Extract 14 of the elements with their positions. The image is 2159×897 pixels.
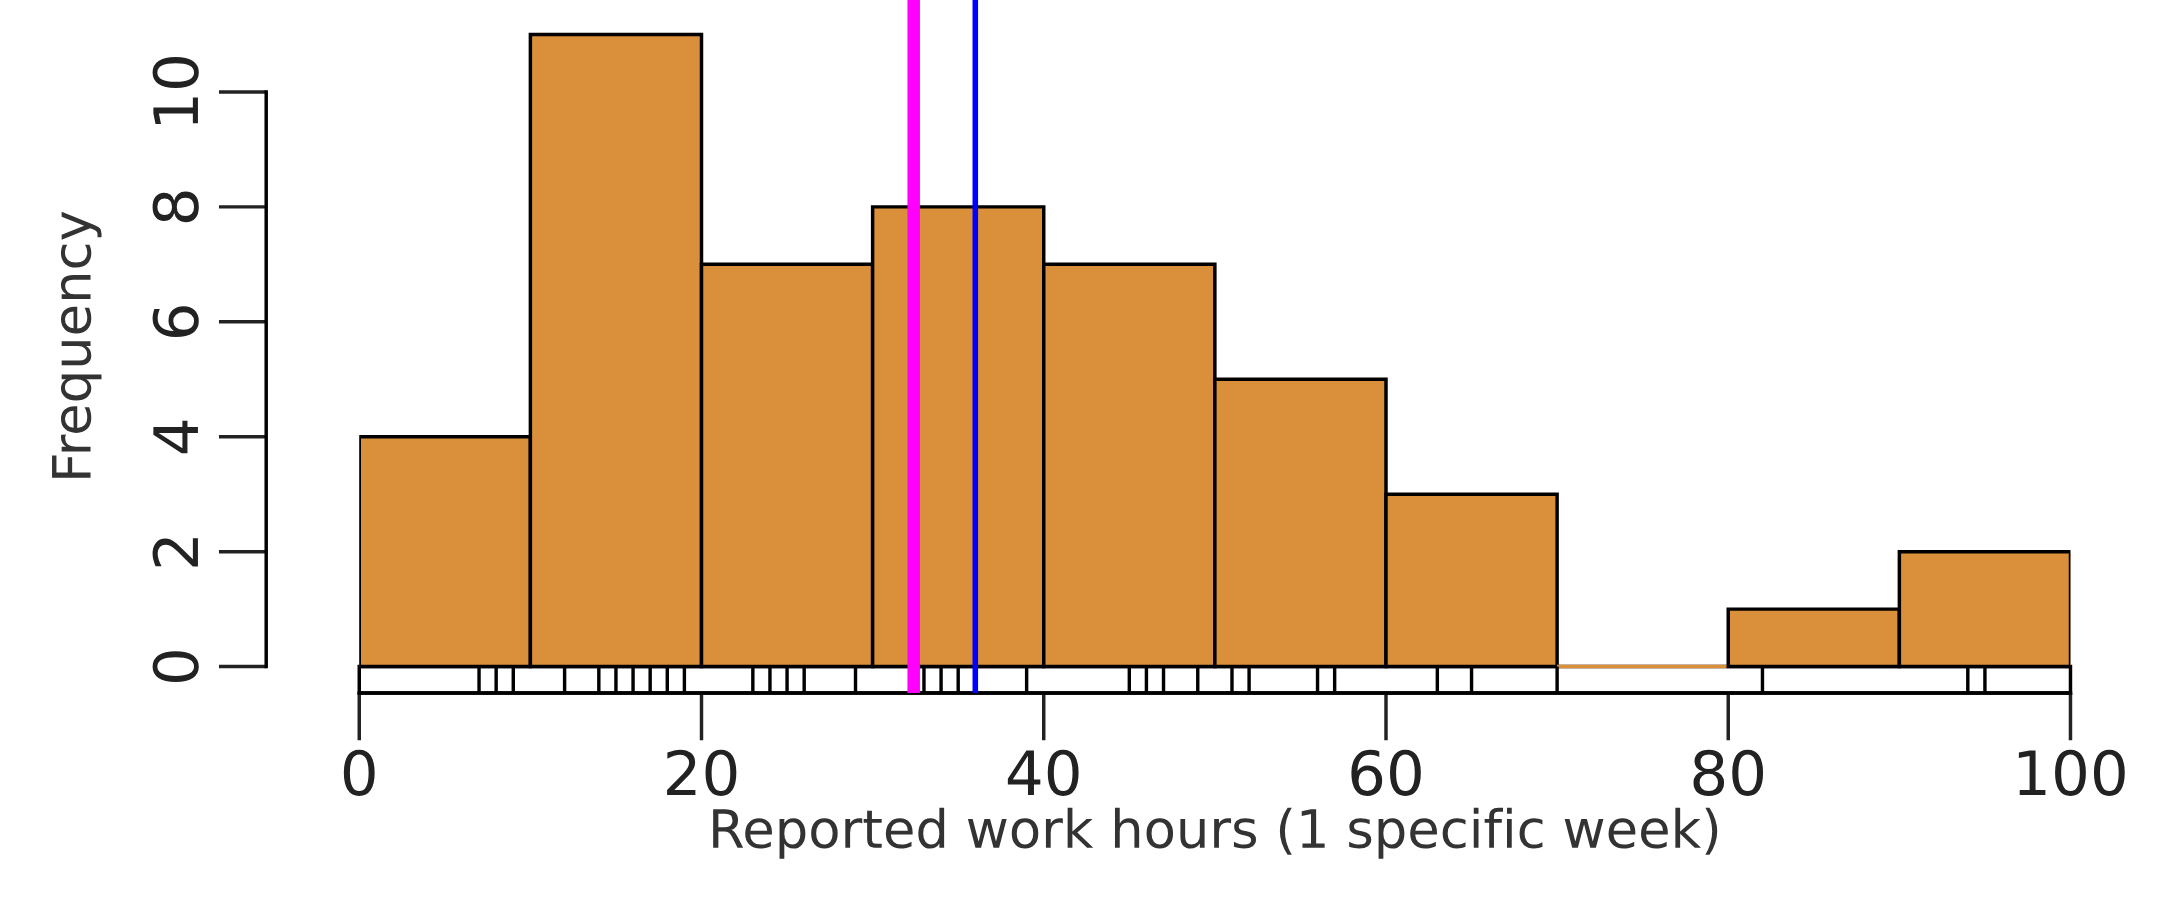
y-tick-label: 2 <box>152 538 198 567</box>
y-tick-label: 6 <box>152 306 199 337</box>
y-tick-label: 0 <box>152 651 199 682</box>
x-tick-label: 60 <box>1351 749 1421 796</box>
x-tick-label: 80 <box>1693 749 1764 796</box>
x-tick-label: 20 <box>667 749 737 796</box>
x-tick-label: 100 <box>2018 749 2125 796</box>
y-tick-label: 8 <box>152 191 199 223</box>
x-tick-label: 40 <box>1007 749 1079 796</box>
x-axis-title: Reported work hours (1 specific week) <box>713 807 1718 859</box>
x-tick-label: 0 <box>343 749 375 796</box>
y-tick-label: 10 <box>152 57 199 125</box>
y-tick-label: 4 <box>153 420 198 454</box>
y-axis-title: Frequency <box>52 211 102 478</box>
